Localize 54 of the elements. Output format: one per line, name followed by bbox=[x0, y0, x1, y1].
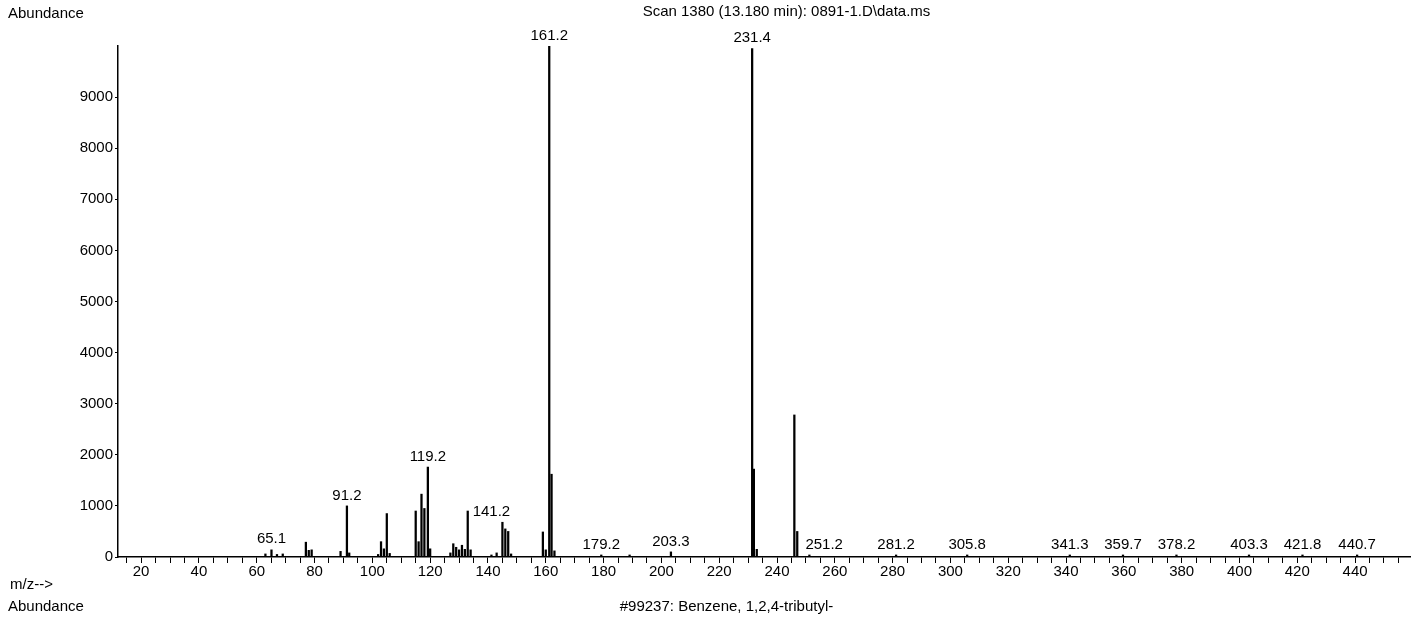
x-tick-label: 440 bbox=[1342, 562, 1368, 580]
x-tick-label: 320 bbox=[995, 562, 1021, 580]
annotation: 251.2 bbox=[805, 534, 843, 552]
annotation: 231.4 bbox=[733, 28, 771, 46]
annotation: 378.2 bbox=[1157, 534, 1196, 552]
y-tick-label: 0 bbox=[104, 547, 113, 565]
x-tick-label: 160 bbox=[533, 562, 559, 580]
annotation: 341.3 bbox=[1051, 534, 1089, 552]
annotation: 141.2 bbox=[472, 501, 511, 519]
y-tick-label: 7000 bbox=[79, 189, 113, 207]
text: #99237: Benzene, 1,2,4-tributyl- bbox=[619, 597, 834, 614]
annotation: 91.2 bbox=[332, 485, 362, 503]
y-tick-label: 1000 bbox=[79, 496, 113, 514]
y-tick-label: 9000 bbox=[79, 87, 113, 105]
x-tick-label: 300 bbox=[937, 562, 963, 580]
x-tick-label: 360 bbox=[1111, 562, 1137, 580]
y-tick-label: 4000 bbox=[79, 342, 113, 360]
annotation: 281.2 bbox=[877, 534, 915, 552]
x-tick-label: 180 bbox=[591, 562, 617, 580]
annotation: 119.2 bbox=[409, 446, 447, 464]
y-tick-label: 2000 bbox=[79, 444, 113, 462]
x-axis-title: m/z--> bbox=[10, 575, 53, 592]
x-tick-label: 240 bbox=[764, 562, 790, 580]
annotation: 421.8 bbox=[1283, 534, 1322, 552]
chart-title: Scan 1380 (13.180 min): 0891-1.D\data.ms bbox=[642, 2, 931, 19]
y-axis-title: Abundance bbox=[8, 4, 84, 21]
annotation: 403.3 bbox=[1230, 534, 1268, 552]
annotation: 161.2 bbox=[530, 25, 569, 43]
x-tick-label: 40 bbox=[190, 562, 208, 580]
annotation: 65.1 bbox=[256, 529, 287, 547]
annotation: 203.3 bbox=[652, 531, 690, 549]
text: Abundance bbox=[8, 597, 84, 614]
x-tick-label: 260 bbox=[822, 562, 848, 580]
y-tick-label: 8000 bbox=[79, 138, 113, 156]
annotation: 179.2 bbox=[582, 534, 621, 552]
x-tick-label: 120 bbox=[417, 562, 443, 580]
x-tick-label: 220 bbox=[706, 562, 732, 580]
y-tick-label: 3000 bbox=[79, 393, 113, 411]
x-tick-label: 420 bbox=[1284, 562, 1310, 580]
x-tick-label: 380 bbox=[1169, 562, 1195, 580]
x-tick-label: 60 bbox=[248, 562, 266, 580]
annotation: 440.7 bbox=[1338, 534, 1376, 552]
annotation: 305.8 bbox=[948, 534, 986, 552]
x-tick-label: 100 bbox=[359, 562, 385, 580]
y-tick-label: 5000 bbox=[79, 291, 113, 309]
y-tick-label: 6000 bbox=[79, 240, 113, 258]
x-tick-label: 340 bbox=[1053, 562, 1079, 580]
x-tick-label: 80 bbox=[306, 562, 323, 580]
x-tick-label: 280 bbox=[880, 562, 906, 580]
x-tick-label: 20 bbox=[132, 562, 150, 580]
annotation: 359.7 bbox=[1104, 534, 1142, 552]
x-tick-label: 400 bbox=[1226, 562, 1252, 580]
x-tick-label: 200 bbox=[648, 562, 674, 580]
x-tick-label: 140 bbox=[475, 562, 501, 580]
